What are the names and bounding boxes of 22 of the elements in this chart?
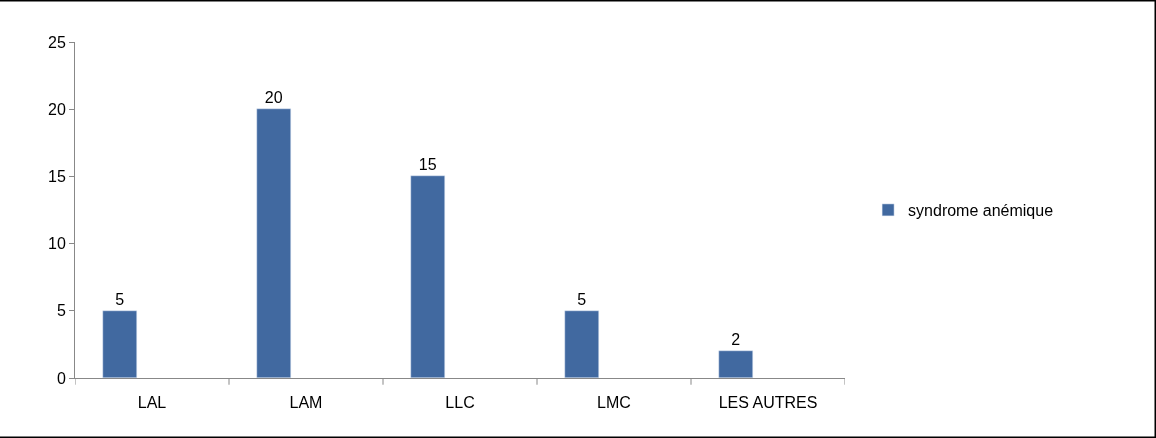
data-label: 15 — [418, 155, 437, 173]
x-tick-label: LAM — [289, 394, 323, 412]
x-tick-label: LES AUTRES — [718, 394, 818, 412]
y-tick-label: 15 — [48, 168, 66, 185]
bar — [102, 310, 137, 378]
data-label: 2 — [731, 330, 741, 348]
bar — [256, 108, 291, 378]
bar — [410, 175, 445, 378]
data-label: 5 — [115, 290, 125, 308]
data-label: 20 — [264, 88, 283, 106]
x-tick-label: LAL — [137, 394, 167, 412]
bar — [718, 350, 753, 378]
y-tick-label: 10 — [48, 235, 66, 253]
legend-label: syndrome anémique — [908, 202, 1054, 220]
x-tick-label: LMC — [597, 394, 631, 412]
y-tick-label: 20 — [48, 100, 66, 118]
x-tick-label: LLC — [445, 394, 475, 412]
y-tick-label: 5 — [56, 302, 66, 320]
y-tick-label: 25 — [48, 33, 66, 51]
bar — [564, 310, 599, 378]
data-label: 5 — [577, 290, 587, 308]
y-tick-label: 0 — [56, 369, 66, 387]
